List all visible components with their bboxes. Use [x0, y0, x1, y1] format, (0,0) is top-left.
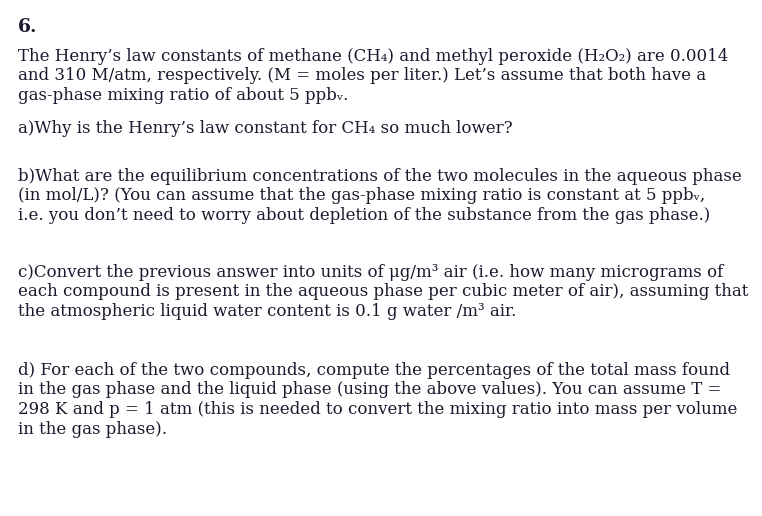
- Text: c)Convert the previous answer into units of μg/m³ air (i.e. how many micrograms : c)Convert the previous answer into units…: [18, 264, 723, 281]
- Text: 6.: 6.: [18, 18, 37, 36]
- Text: b)What are the equilibrium concentrations of the two molecules in the aqueous ph: b)What are the equilibrium concentration…: [18, 168, 741, 185]
- Text: in the gas phase).: in the gas phase).: [18, 421, 167, 438]
- Text: each compound is present in the aqueous phase per cubic meter of air), assuming : each compound is present in the aqueous …: [18, 283, 748, 300]
- Text: (in mol/L)? (You can assume that the gas-phase mixing ratio is constant at 5 ppb: (in mol/L)? (You can assume that the gas…: [18, 187, 706, 204]
- Text: The Henry’s law constants of methane (CH₄) and methyl peroxide (H₂O₂) are 0.0014: The Henry’s law constants of methane (CH…: [18, 48, 728, 65]
- Text: 298 K and p = 1 atm (this is needed to convert the mixing ratio into mass per vo: 298 K and p = 1 atm (this is needed to c…: [18, 401, 738, 418]
- Text: and 310 M/atm, respectively. (M = moles per liter.) Let’s assume that both have : and 310 M/atm, respectively. (M = moles …: [18, 68, 706, 85]
- Text: d) For each of the two compounds, compute the percentages of the total mass foun: d) For each of the two compounds, comput…: [18, 362, 730, 379]
- Text: gas-phase mixing ratio of about 5 ppbᵥ.: gas-phase mixing ratio of about 5 ppbᵥ.: [18, 87, 348, 104]
- Text: in the gas phase and the liquid phase (using the above values). You can assume T: in the gas phase and the liquid phase (u…: [18, 381, 722, 398]
- Text: a)Why is the Henry’s law constant for CH₄ so much lower?: a)Why is the Henry’s law constant for CH…: [18, 120, 513, 137]
- Text: i.e. you don’t need to worry about depletion of the substance from the gas phase: i.e. you don’t need to worry about deple…: [18, 207, 710, 224]
- Text: the atmospheric liquid water content is 0.1 g water /m³ air.: the atmospheric liquid water content is …: [18, 303, 517, 320]
